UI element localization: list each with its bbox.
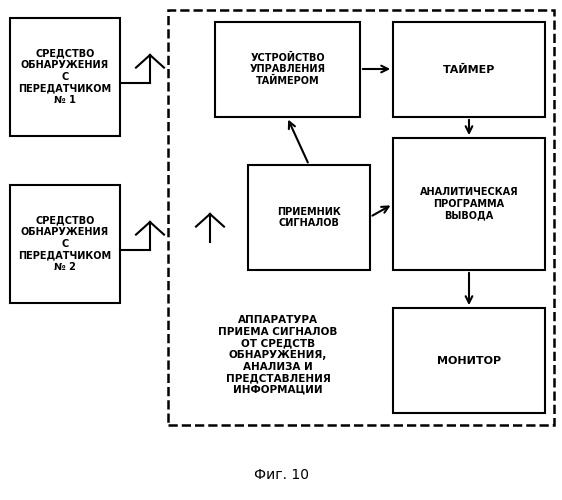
Bar [393, 138, 545, 270]
Bar [10, 185, 120, 303]
Text: АНАЛИТИЧЕСКАЯ
ПРОГРАММА
ВЫВОДА: АНАЛИТИЧЕСКАЯ ПРОГРАММА ВЫВОДА [420, 188, 518, 220]
Text: ТАЙМЕР: ТАЙМЕР [443, 64, 495, 74]
Text: МОНИТОР: МОНИТОР [437, 356, 501, 366]
Bar [215, 22, 360, 117]
Text: Фиг. 10: Фиг. 10 [253, 468, 309, 482]
Text: СРЕДСТВО
ОБНАРУЖЕНИЯ
С
ПЕРЕДАТЧИКОМ
№ 1: СРЕДСТВО ОБНАРУЖЕНИЯ С ПЕРЕДАТЧИКОМ № 1 [19, 49, 112, 105]
Text: ПРИЕМНИК
СИГНАЛОВ: ПРИЕМНИК СИГНАЛОВ [277, 206, 341, 229]
Bar [248, 165, 370, 270]
Bar [393, 308, 545, 413]
Text: СРЕДСТВО
ОБНАРУЖЕНИЯ
С
ПЕРЕДАТЧИКОМ
№ 2: СРЕДСТВО ОБНАРУЖЕНИЯ С ПЕРЕДАТЧИКОМ № 2 [19, 216, 112, 272]
Bar [168, 10, 554, 425]
Bar [10, 18, 120, 136]
Text: УСТРОЙСТВО
УПРАВЛЕНИЯ
ТАЙМЕРОМ: УСТРОЙСТВО УПРАВЛЕНИЯ ТАЙМЕРОМ [250, 53, 325, 86]
Text: АППАРАТУРА
ПРИЕМА СИГНАЛОВ
ОТ СРЕДСТВ
ОБНАРУЖЕНИЯ,
АНАЛИЗА И
ПРЕДСТАВЛЕНИЯ
ИНФОР: АППАРАТУРА ПРИЕМА СИГНАЛОВ ОТ СРЕДСТВ ОБ… [218, 315, 338, 395]
Bar [393, 22, 545, 117]
